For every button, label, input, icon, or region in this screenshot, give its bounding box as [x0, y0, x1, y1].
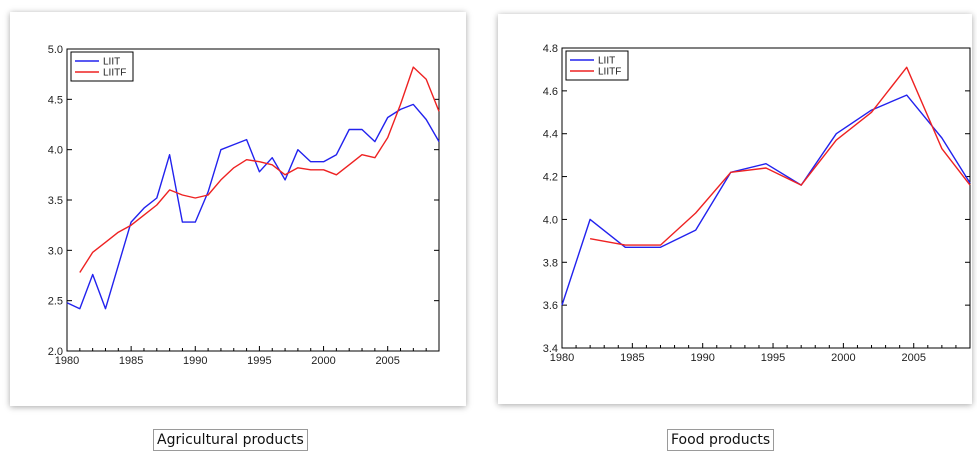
- y-tick-label: 4.2: [543, 172, 558, 184]
- legend-label-liitf: LIITF: [598, 67, 621, 78]
- y-tick-label: 4.4: [543, 129, 558, 141]
- x-tick-label: 1980: [550, 352, 574, 364]
- plot-frame: [66, 48, 440, 352]
- x-tick-label: 1980: [55, 355, 79, 367]
- legend-label-liitf: LIITF: [103, 68, 126, 79]
- chart-panel-food: 3.4 3.6 3.8 4.0 4.2 4.4 4.6 4.8 1980 1985 1990 1995…: [498, 14, 972, 404]
- y-tick-label: 4.6: [543, 86, 558, 98]
- x-tick-label: 2005: [901, 352, 925, 364]
- food-products-chart: 3.4 3.6 3.8 4.0 4.2 4.4 4.6 4.8 1980 1985 1990 1995…: [543, 43, 971, 364]
- x-tick-label: 1995: [761, 352, 785, 364]
- x-tick-label: 2000: [311, 355, 335, 367]
- x-tick-label: 1990: [183, 355, 207, 367]
- x-tick-label: 1985: [119, 355, 143, 367]
- x-tick-label: 2005: [375, 355, 399, 367]
- y-tick-label: 3.5: [48, 195, 63, 207]
- y-tick-label: 4.0: [48, 145, 63, 157]
- chart-panel-agricultural: 2.0 2.5 3.0 3.5 4.0 4.5 5.0 1980 1985 1990 1995 200…: [10, 12, 466, 406]
- y-tick-label: 3.0: [48, 245, 63, 257]
- y-tick-label: 3.8: [543, 257, 558, 269]
- x-tick-label: 1995: [247, 355, 271, 367]
- x-tick-label: 1985: [620, 352, 644, 364]
- series-line-liit: [561, 94, 971, 306]
- legend-box: [565, 50, 629, 81]
- y-tick-label: 4.8: [543, 43, 558, 55]
- series-line-liit: [66, 103, 440, 310]
- y-tick-label: 2.5: [48, 296, 63, 308]
- y-tick-label: 3.6: [543, 300, 558, 312]
- caption-agricultural-products: Agricultural products: [153, 429, 308, 451]
- caption-food-products: Food products: [667, 429, 775, 451]
- legend-label-liit: LIIT: [103, 57, 120, 68]
- agricultural-products-chart: 2.0 2.5 3.0 3.5 4.0 4.5 5.0 1980 1985 1990 1995 200…: [48, 44, 440, 367]
- y-tick-label: 2.0: [48, 346, 63, 358]
- y-tick-label: 3.4: [543, 343, 558, 355]
- series-line-liitf: [79, 66, 440, 273]
- plot-frame: [561, 47, 971, 349]
- x-tick-label: 1990: [690, 352, 714, 364]
- y-tick-label: 4.0: [543, 214, 558, 226]
- x-tick-label: 2000: [831, 352, 855, 364]
- y-tick-label: 5.0: [48, 44, 63, 56]
- legend-label-liit: LIIT: [598, 56, 615, 67]
- series-line-liitf: [589, 66, 971, 246]
- legend-box: [70, 51, 134, 82]
- y-tick-label: 4.5: [48, 94, 63, 106]
